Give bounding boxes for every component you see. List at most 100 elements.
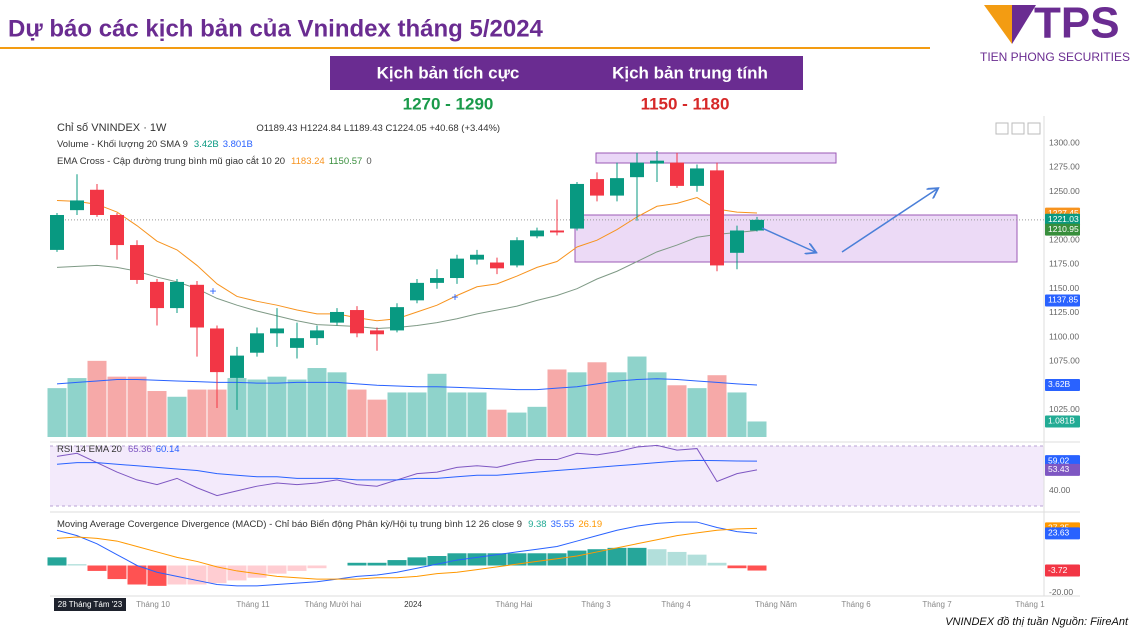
- candle-body: [170, 281, 184, 309]
- target-zone: [595, 152, 837, 164]
- macd-histogram-bar: [707, 562, 727, 566]
- volume-bar: [87, 360, 107, 437]
- volume-bar: [307, 368, 327, 437]
- signal-cross: +: [451, 290, 458, 304]
- axis-marker-label: 1221.03: [1048, 214, 1079, 224]
- axis-marker: [1045, 294, 1080, 307]
- indicator-value: 0: [366, 156, 371, 167]
- candle-body: [350, 310, 364, 334]
- volume-bar: [407, 392, 427, 437]
- axis-marker-label: -3.72: [1048, 565, 1068, 575]
- candle-body: [670, 162, 684, 186]
- candle-body: [530, 230, 544, 237]
- candle-body: [590, 179, 604, 196]
- toolbar-button[interactable]: [1011, 122, 1025, 135]
- scenario-arrow: [841, 189, 937, 253]
- axis-marker: [1045, 213, 1080, 226]
- macd-histogram-bar: [127, 565, 147, 585]
- rsi-band: [50, 446, 1044, 506]
- volume-bar: [647, 372, 667, 437]
- macd-histogram-bar: [307, 565, 327, 569]
- axis-marker: [1045, 564, 1080, 577]
- candle-body: [50, 214, 64, 250]
- indicator-line: [56, 459, 758, 481]
- x-tick-label: Tháng 10: [136, 600, 170, 609]
- axis-marker-label: 1137.85: [1048, 295, 1078, 305]
- indicator-title: RSI 14 EMA 20: [57, 444, 122, 455]
- candle-body: [290, 338, 304, 348]
- candle-body: [510, 240, 524, 266]
- volume-bar: [167, 396, 187, 437]
- legend-line: Volume - Khối lượng 20 SMA 9 3.42B 3.801B: [57, 139, 253, 150]
- indicator-line: [56, 230, 758, 329]
- y-tick-label: 1250.00: [1049, 186, 1080, 196]
- candle-body: [230, 355, 244, 378]
- axis-marker-label: 3.62B: [1048, 379, 1071, 389]
- legend-line: Chỉ số VNINDEX · 1W O1189.43 H1224.84 L11…: [57, 122, 500, 134]
- volume-bar: [747, 421, 767, 437]
- candle-body: [570, 183, 584, 229]
- volume-bar: [427, 373, 447, 437]
- candle-body: [710, 170, 724, 266]
- volume-bar: [147, 391, 167, 437]
- macd-histogram-bar: [47, 557, 67, 566]
- x-tick-label: 28 Tháng Tám '23: [58, 600, 123, 609]
- volume-bar: [547, 369, 567, 437]
- macd-histogram-bar: [167, 565, 187, 585]
- chart-frame: [50, 116, 1080, 612]
- macd-histogram-bar: [87, 565, 107, 571]
- source-note: VNINDEX đồ thị tuần Nguồn: FiireAnt: [945, 616, 1129, 628]
- indicator-value: 65.36: [128, 444, 152, 455]
- macd-histogram-bar: [387, 560, 407, 566]
- legend-line: Moving Average Covergence Divergence (MA…: [57, 519, 602, 530]
- indicator-value: 60.14: [156, 444, 180, 455]
- indicator-line: [56, 378, 758, 391]
- volume-bar: [567, 372, 587, 437]
- volume-bar: [347, 389, 367, 437]
- indicator-title: EMA Cross - Cập đường trung bình mũ giao…: [57, 156, 285, 167]
- legend-title: Chỉ số VNINDEX · 1W: [57, 122, 167, 134]
- y-tick-label: -20.00: [1049, 587, 1073, 597]
- volume-bar: [187, 389, 207, 437]
- macd-histogram-bar: [507, 553, 527, 566]
- x-tick-label: Tháng 4: [661, 600, 691, 609]
- candle-body: [630, 162, 644, 178]
- ohlc-readout: O1189.43 H1224.84 L1189.43 C1224.05 +40.…: [256, 123, 500, 134]
- candle-body: [430, 278, 444, 283]
- candle-body: [410, 282, 424, 301]
- logo-text: TPS: [1034, 0, 1120, 48]
- indicator-value: 3.42B: [194, 139, 219, 150]
- volume-bar: [47, 388, 67, 437]
- candle-body: [610, 178, 624, 196]
- candle-body: [450, 258, 464, 279]
- volume-bar: [487, 409, 507, 437]
- indicator-line: [56, 444, 758, 497]
- macd-histogram-bar: [207, 565, 227, 584]
- axis-marker-label: 1227.45: [1048, 208, 1079, 218]
- volume-bar: [327, 372, 347, 437]
- candle-body: [690, 168, 704, 186]
- volume-bar: [707, 375, 727, 437]
- macd-histogram-bar: [427, 556, 447, 566]
- candle-body: [490, 262, 504, 269]
- macd-histogram-bar: [607, 547, 627, 566]
- volume-bar: [587, 362, 607, 437]
- toolbar-button[interactable]: [995, 122, 1009, 135]
- candle-body: [70, 200, 84, 211]
- macd-histogram-bar: [467, 553, 487, 566]
- macd-histogram-bar: [567, 550, 587, 566]
- volume-bar: [207, 389, 227, 437]
- volume-bar: [527, 406, 547, 437]
- axis-marker: [1045, 378, 1080, 391]
- signal-cross: +: [209, 284, 216, 298]
- candle-body: [210, 328, 224, 373]
- toolbar-button[interactable]: [1027, 122, 1041, 135]
- macd-histogram-bar: [67, 564, 87, 566]
- macd-histogram-bar: [347, 562, 367, 566]
- indicator-value: 26.19: [578, 519, 602, 530]
- axis-marker: [1045, 223, 1080, 236]
- x-tick-label: Tháng 3: [581, 600, 611, 609]
- macd-histogram-bar: [367, 562, 387, 566]
- x-tick-label: Tháng 11: [236, 600, 270, 609]
